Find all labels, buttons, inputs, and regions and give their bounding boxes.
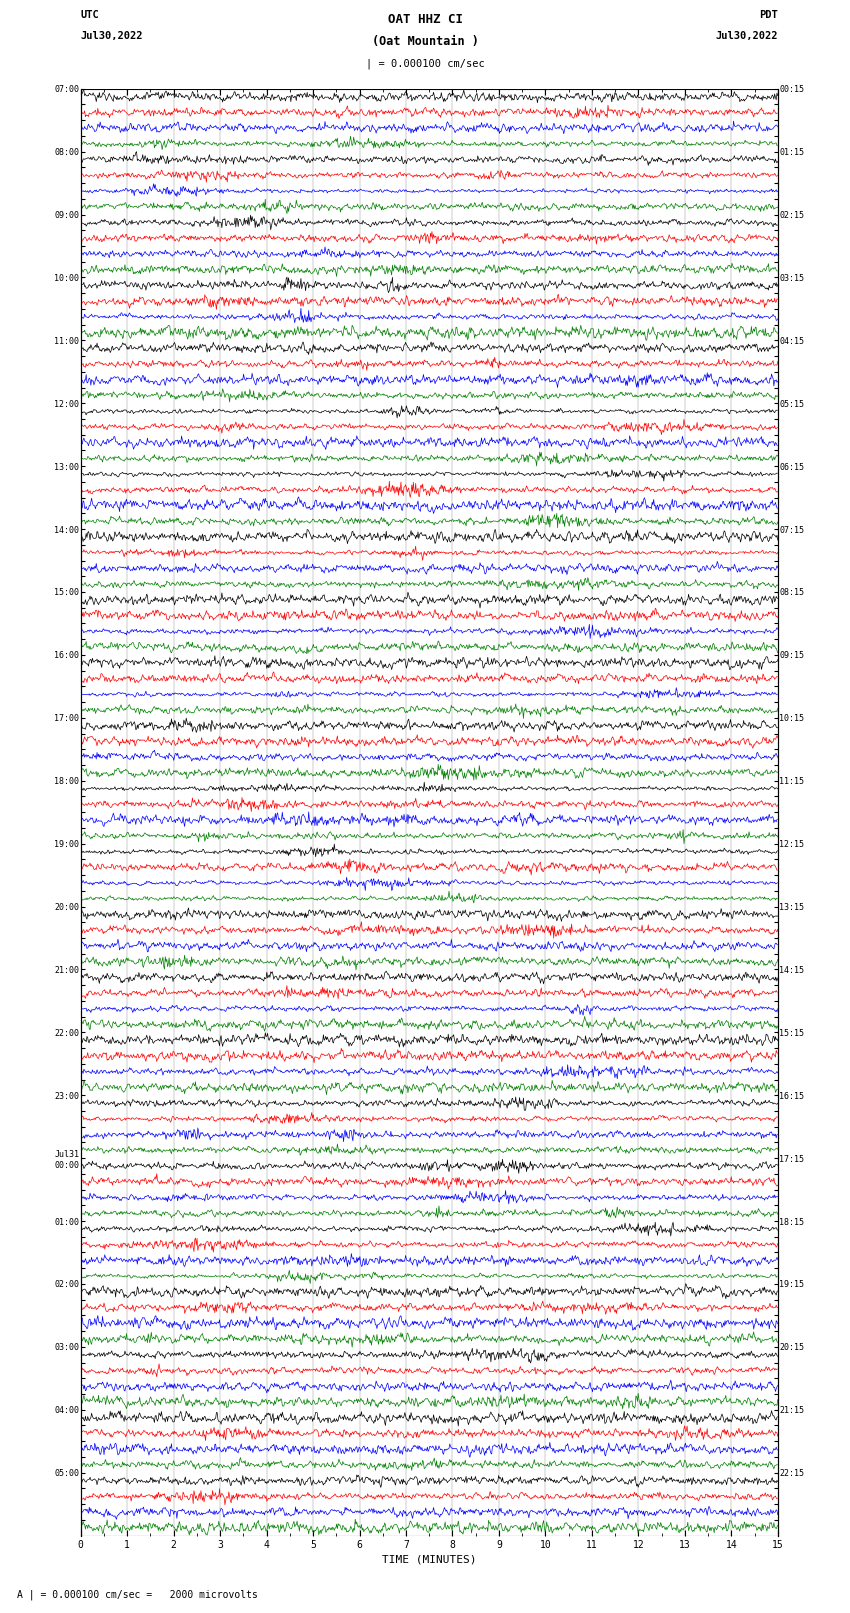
Text: OAT HHZ CI: OAT HHZ CI xyxy=(388,13,462,26)
Text: PDT: PDT xyxy=(759,10,778,19)
Text: Jul30,2022: Jul30,2022 xyxy=(715,31,778,40)
Text: | = 0.000100 cm/sec: | = 0.000100 cm/sec xyxy=(366,58,484,69)
Text: A | = 0.000100 cm/sec =   2000 microvolts: A | = 0.000100 cm/sec = 2000 microvolts xyxy=(17,1589,258,1600)
X-axis label: TIME (MINUTES): TIME (MINUTES) xyxy=(382,1555,477,1565)
Text: (Oat Mountain ): (Oat Mountain ) xyxy=(371,35,479,48)
Text: Jul30,2022: Jul30,2022 xyxy=(81,31,144,40)
Text: UTC: UTC xyxy=(81,10,99,19)
